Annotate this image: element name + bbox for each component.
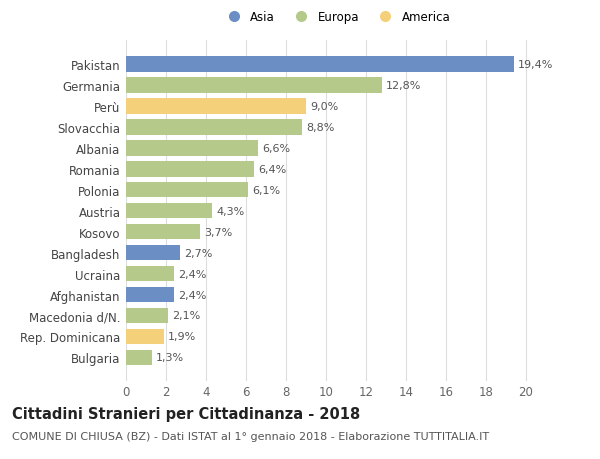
Bar [126, 203, 212, 219]
Bar [126, 78, 382, 93]
Bar [126, 162, 254, 177]
Bar [126, 99, 306, 114]
Text: 8,8%: 8,8% [306, 123, 334, 132]
Text: 3,7%: 3,7% [204, 227, 232, 237]
Bar [126, 245, 180, 261]
Text: 2,7%: 2,7% [184, 248, 212, 258]
Text: 2,4%: 2,4% [178, 269, 206, 279]
Text: 12,8%: 12,8% [386, 80, 421, 90]
Text: COMUNE DI CHIUSA (BZ) - Dati ISTAT al 1° gennaio 2018 - Elaborazione TUTTITALIA.: COMUNE DI CHIUSA (BZ) - Dati ISTAT al 1°… [12, 431, 489, 442]
Text: 6,4%: 6,4% [258, 164, 286, 174]
Text: Cittadini Stranieri per Cittadinanza - 2018: Cittadini Stranieri per Cittadinanza - 2… [12, 406, 360, 421]
Bar [126, 329, 164, 345]
Bar [126, 287, 174, 303]
Text: 1,9%: 1,9% [168, 332, 196, 342]
Bar [126, 182, 248, 198]
Text: 9,0%: 9,0% [310, 101, 338, 112]
Text: 6,1%: 6,1% [252, 185, 280, 195]
Text: 19,4%: 19,4% [518, 60, 553, 70]
Text: 2,1%: 2,1% [172, 311, 200, 321]
Text: 1,3%: 1,3% [156, 353, 184, 363]
Text: 2,4%: 2,4% [178, 290, 206, 300]
Bar [126, 224, 200, 240]
Legend: Asia, Europa, America: Asia, Europa, America [217, 6, 455, 29]
Bar [126, 57, 514, 73]
Bar [126, 308, 168, 324]
Text: 6,6%: 6,6% [262, 143, 290, 153]
Bar [126, 119, 302, 135]
Bar [126, 266, 174, 282]
Bar [126, 140, 258, 156]
Text: 4,3%: 4,3% [216, 206, 244, 216]
Bar [126, 350, 152, 365]
